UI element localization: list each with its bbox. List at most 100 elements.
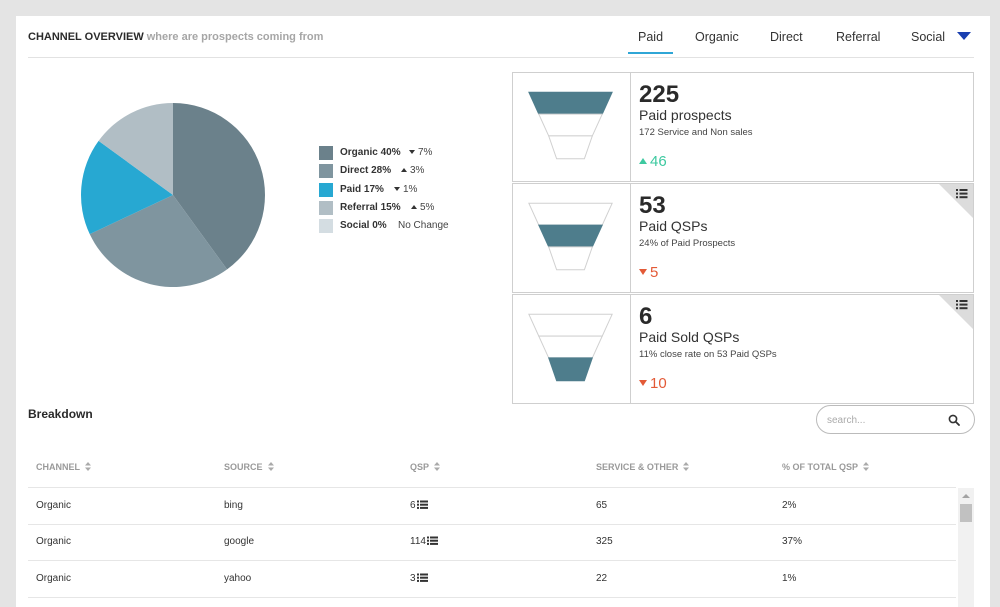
header-divider: [28, 57, 974, 58]
pie-slice-direct[interactable]: [89, 195, 228, 288]
card-number: 6: [639, 303, 653, 330]
column-header-label: SERVICE & OTHER: [596, 462, 679, 472]
card-description: 24% of Paid Prospects: [639, 238, 736, 249]
card-delta: 5: [639, 264, 658, 281]
funnel-stage-1: [528, 313, 613, 337]
column-header-label: CHANNEL: [36, 462, 80, 472]
channel-pie-chart: [81, 103, 265, 288]
list-view-icon[interactable]: [939, 295, 973, 329]
cell-channel: Organic: [36, 536, 72, 547]
legend-label: Social 0%: [340, 220, 387, 232]
tab-social[interactable]: Social: [911, 30, 946, 44]
card-delta: 46: [639, 153, 667, 170]
legend-label: Paid 17%: [340, 183, 384, 195]
legend-swatch: [319, 146, 333, 160]
sort-icon[interactable]: [683, 462, 690, 471]
sort-icon[interactable]: [434, 462, 441, 471]
arrow-up-icon: [411, 204, 417, 209]
tab-direct[interactable]: Direct: [770, 30, 803, 44]
arrow-up-icon: [401, 168, 407, 173]
funnel-stage-2: [538, 335, 604, 359]
legend-label: Organic 40%: [340, 147, 401, 158]
breakdown-title: Breakdown: [28, 407, 93, 421]
search-input[interactable]: [827, 413, 937, 427]
column-header-5[interactable]: % OF TOTAL QSP: [782, 462, 870, 472]
cell-channel: Organic: [36, 500, 72, 511]
channel-tabs: Paid Organic Direct Referral Social: [616, 30, 976, 56]
row-divider: [28, 524, 956, 525]
legend-label: Referral 15%: [340, 201, 401, 213]
card-number: 225: [639, 81, 680, 108]
arrow-down-icon: [639, 269, 647, 275]
column-header-3[interactable]: QSP: [410, 462, 441, 472]
panel-header: CHANNEL OVERVIEW where are prospects comi…: [28, 31, 323, 43]
legend-change: 3%: [401, 165, 424, 176]
card-number: 53: [639, 192, 666, 219]
tab-organic[interactable]: Organic: [695, 30, 739, 44]
funnel-card-2: 53 Paid QSPs 24% of Paid Prospects 5: [512, 183, 974, 293]
tab-paid[interactable]: Paid: [628, 30, 674, 54]
cell-service: 325: [596, 536, 613, 547]
cell-service: 65: [596, 500, 608, 511]
cell-pct: 1%: [782, 573, 797, 584]
scroll-up-icon[interactable]: [962, 494, 970, 498]
panel-subtitle: where are prospects coming from: [146, 31, 324, 43]
sort-icon[interactable]: [267, 462, 274, 471]
cell-channel: Organic: [36, 573, 72, 584]
funnel-stage-2: [538, 224, 604, 248]
column-header-label: QSP: [410, 462, 430, 472]
funnel-stage-3: [547, 357, 594, 382]
search-icon[interactable]: [948, 414, 960, 426]
funnel-icon: [528, 73, 631, 181]
arrow-down-icon: [639, 380, 647, 386]
arrow-up-icon: [639, 158, 647, 164]
sort-icon[interactable]: [863, 462, 870, 471]
tab-referral[interactable]: Referral: [836, 30, 881, 44]
legend-swatch: [319, 219, 333, 234]
column-header-4[interactable]: SERVICE & OTHER: [596, 462, 690, 472]
list-view-icon[interactable]: [939, 184, 973, 218]
row-divider: [28, 560, 956, 561]
list-icon[interactable]: [416, 500, 428, 509]
pie-slice-referral[interactable]: [98, 103, 173, 195]
funnel-stage-1: [528, 202, 613, 226]
list-icon[interactable]: [416, 573, 428, 582]
cell-pct: 2%: [782, 500, 797, 511]
column-header-2[interactable]: SOURCE: [224, 462, 274, 472]
column-header-label: SOURCE: [224, 462, 263, 472]
scroll-thumb[interactable]: [960, 504, 972, 522]
legend-swatch: [319, 164, 333, 179]
pie-slice-paid[interactable]: [81, 140, 173, 235]
cell-qsp: 6: [410, 500, 428, 511]
cell-pct: 37%: [782, 536, 803, 547]
sort-icon[interactable]: [85, 462, 91, 471]
legend-label: Direct 28%: [340, 165, 392, 177]
search-box[interactable]: [816, 405, 975, 434]
cell-source: bing: [224, 500, 243, 511]
cell-source: google: [224, 536, 255, 547]
panel-title: CHANNEL OVERVIEW: [28, 31, 144, 43]
list-icon[interactable]: [426, 536, 438, 545]
row-divider: [28, 487, 956, 488]
cell-qsp: 3: [410, 573, 428, 584]
tabs-dropdown-icon[interactable]: [957, 32, 971, 40]
card-title: Paid QSPs: [639, 218, 708, 234]
legend-swatch: [319, 200, 333, 215]
card-title: Paid Sold QSPs: [639, 329, 740, 345]
cell-qsp: 114: [410, 536, 438, 547]
table-scrollbar[interactable]: [958, 488, 974, 607]
legend-change: 5%: [411, 202, 434, 213]
column-header-label: % OF TOTAL QSP: [782, 462, 859, 472]
column-header-1[interactable]: CHANNEL: [36, 462, 91, 472]
cell-service: 22: [596, 573, 608, 584]
card-description: 172 Service and Non sales: [639, 127, 753, 138]
funnel-icon: [528, 295, 631, 403]
row-divider: [28, 597, 956, 598]
legend-swatch: [319, 182, 333, 197]
legend-change: 7%: [409, 147, 432, 158]
cell-source: yahoo: [224, 573, 252, 584]
arrow-down-icon: [409, 150, 415, 154]
pie-slice-organic[interactable]: [173, 103, 265, 270]
funnel-stage-1: [528, 91, 613, 115]
card-title: Paid prospects: [639, 107, 732, 123]
